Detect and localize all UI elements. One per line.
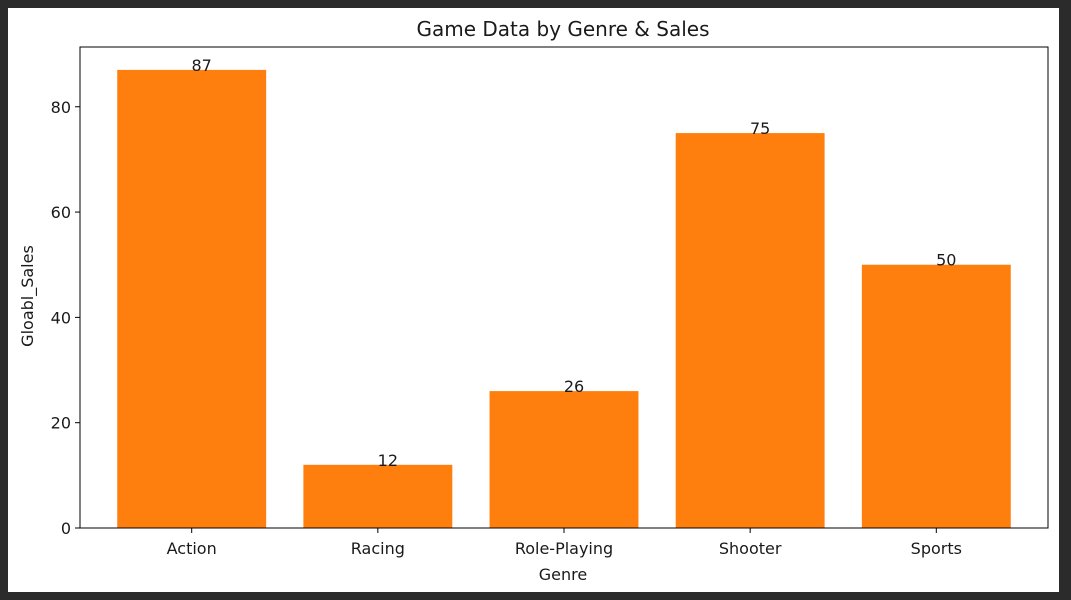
- y-tick-label: 0: [61, 519, 71, 538]
- x-tick-label: Racing: [351, 539, 405, 558]
- y-tick-label: 80: [51, 98, 71, 117]
- bar-racing: [303, 464, 453, 528]
- x-tick-label: Action: [167, 539, 217, 558]
- data-label: 87: [192, 56, 212, 75]
- chart-frame: Game Data by Genre & Sales Action Racing R…: [8, 8, 1059, 592]
- bar-shooter: [675, 133, 825, 528]
- y-tick-label: 20: [51, 414, 71, 433]
- bar-chart: Game Data by Genre & Sales Action Racing R…: [18, 17, 1049, 584]
- x-tick-label: Role-Playing: [515, 539, 613, 558]
- x-tick-label: Shooter: [719, 539, 782, 558]
- x-tick-label: Sports: [911, 539, 962, 558]
- bar-role-playing: [489, 391, 639, 528]
- y-axis-label: Gloabl_Sales: [18, 245, 38, 347]
- data-labels-layer: 87 12 26 75 50: [192, 56, 957, 470]
- data-label: 50: [936, 251, 956, 270]
- bar-sports: [861, 264, 1011, 528]
- chart-title: Game Data by Genre & Sales: [416, 17, 709, 41]
- data-label: 75: [750, 119, 770, 138]
- bar-action: [117, 69, 267, 529]
- x-axis-label: Genre: [539, 565, 587, 584]
- y-tick-label: 40: [51, 308, 71, 327]
- data-label: 12: [378, 451, 398, 470]
- ticks-layer: Action Racing Role-Playing Shooter Sports 0 20…: [51, 98, 962, 558]
- data-label: 26: [564, 377, 584, 396]
- y-tick-label: 60: [51, 203, 71, 222]
- plot-area-border: [79, 46, 1049, 529]
- bars-layer: [117, 69, 1011, 529]
